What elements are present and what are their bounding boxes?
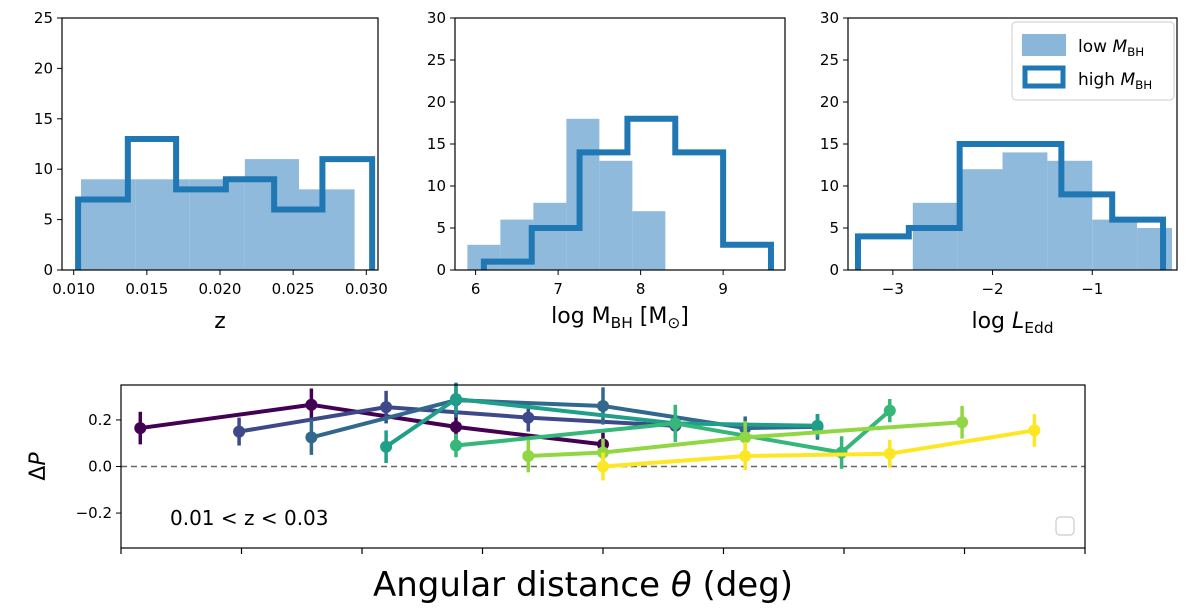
x-tick-label: 6	[471, 280, 481, 298]
y-tick-label: 0.2	[88, 411, 112, 429]
series-line	[140, 402, 604, 447]
data-point	[811, 419, 824, 432]
data-point	[134, 422, 147, 435]
legend-low-label: low MBH	[1078, 37, 1144, 59]
low-mass-bar	[912, 202, 958, 270]
y-tick-label: 10	[427, 177, 446, 195]
y-tick-label: −0.2	[76, 504, 112, 522]
x-axis-label: log LEdd	[971, 309, 1053, 337]
data-point	[305, 431, 318, 444]
low-mass-bar	[632, 211, 666, 270]
histogram-black-hole-mass: 0 5 10 15 20 25 30 6 7 8 9 log MBH [M⊙]	[427, 9, 786, 332]
y-tick-label: 25	[820, 51, 839, 69]
y-tick-label: 0	[43, 261, 53, 279]
y-tick-label: 5	[43, 211, 53, 229]
y-tick-label: 15	[427, 135, 446, 153]
series-line	[528, 420, 963, 459]
redshift-range-annotation: 0.01 < z < 0.03	[170, 506, 329, 530]
data-point	[380, 440, 393, 453]
data-point	[956, 416, 969, 429]
x-tick-label: −2	[981, 280, 1003, 298]
x-tick-label: 8	[636, 280, 646, 298]
y-tick-label: 30	[820, 9, 839, 27]
low-mass-bar	[1092, 219, 1138, 270]
x-tick-label: 0.030	[345, 280, 388, 298]
data-point	[449, 439, 462, 452]
data-point	[305, 398, 318, 411]
y-tick-label: 30	[427, 9, 446, 27]
legend: low MBH high MBH	[1011, 21, 1175, 101]
data-point	[522, 450, 535, 463]
x-tick-label: 9	[718, 280, 728, 298]
legend-low-swatch	[1022, 34, 1066, 56]
x-tick-label: 7	[553, 280, 563, 298]
data-point	[669, 417, 682, 430]
x-tick-label: −3	[882, 280, 904, 298]
x-tick-label: 0.010	[52, 280, 95, 298]
low-mass-bar	[244, 159, 299, 270]
data-point	[739, 450, 752, 463]
data-point	[597, 460, 609, 473]
x-axis-label: Angular distance θ (deg)	[373, 565, 793, 605]
y-tick-label: 5	[436, 219, 446, 237]
y-tick-label: 15	[820, 135, 839, 153]
data-point	[1028, 424, 1041, 437]
low-mass-bar	[1137, 228, 1173, 270]
y-axis-label: ΔP	[26, 452, 51, 481]
x-tick-label: 0.025	[272, 280, 315, 298]
empty-legend-box	[1055, 516, 1075, 536]
data-point	[597, 399, 609, 412]
low-mass-bar	[135, 179, 190, 270]
y-tick-label: 20	[34, 59, 53, 77]
y-tick-label: 25	[34, 9, 53, 27]
data-point	[233, 425, 246, 438]
low-mass-bar	[1002, 152, 1048, 270]
low-mass-bar	[599, 160, 633, 270]
low-mass-bar	[299, 189, 355, 270]
x-tick-label: −1	[1081, 280, 1103, 298]
low-mass-bar	[957, 169, 1003, 270]
y-tick-label: 25	[427, 51, 446, 69]
y-tick-label: 10	[34, 160, 53, 178]
data-point	[449, 420, 462, 433]
y-tick-label: 0.0	[88, 458, 112, 476]
y-tick-label: 15	[34, 110, 53, 128]
y-tick-label: 20	[820, 93, 839, 111]
high-mass-step-outline	[75, 135, 376, 270]
histogram-eddington-luminosity: 0 5 10 15 20 25 30 −3 −2 −1 log LEdd	[820, 9, 1178, 337]
series-s7	[597, 414, 1041, 481]
y-tick-label: 5	[829, 219, 839, 237]
x-axis-label: z	[214, 309, 226, 334]
data-point	[739, 431, 752, 444]
legend-high-swatch	[1022, 65, 1066, 89]
x-tick-label: 0.015	[125, 280, 168, 298]
x-tick-label: 0.020	[199, 280, 242, 298]
data-point	[380, 401, 393, 414]
histogram-redshift: 0 5 10 15 20 25 0.010 0.015 0.020 0.025 0.030 z	[34, 9, 388, 334]
series-line	[602, 428, 1035, 469]
y-tick-label: 10	[820, 177, 839, 195]
low-mass-bar	[1047, 160, 1093, 270]
low-mass-bar	[533, 202, 567, 270]
low-mass-bar	[189, 179, 245, 270]
x-axis-label: log MBH [M⊙]	[551, 304, 689, 332]
data-point	[522, 411, 535, 424]
data-point	[883, 404, 896, 417]
data-point	[883, 447, 896, 460]
high-mass-step-outline	[480, 115, 774, 270]
low-mass-bar	[566, 118, 600, 270]
high-mass-step-outline	[854, 141, 1167, 270]
y-tick-label: 20	[427, 93, 446, 111]
y-tick-label: 0	[829, 261, 839, 279]
y-tick-label: 0	[436, 261, 446, 279]
legend-high-label: high MBH	[1078, 70, 1152, 92]
data-point	[449, 392, 462, 405]
delta-p-line-chart: −0.2 0.0 0.2 ΔP 0.01 < z < 0.03 Angular dista…	[26, 382, 1086, 605]
